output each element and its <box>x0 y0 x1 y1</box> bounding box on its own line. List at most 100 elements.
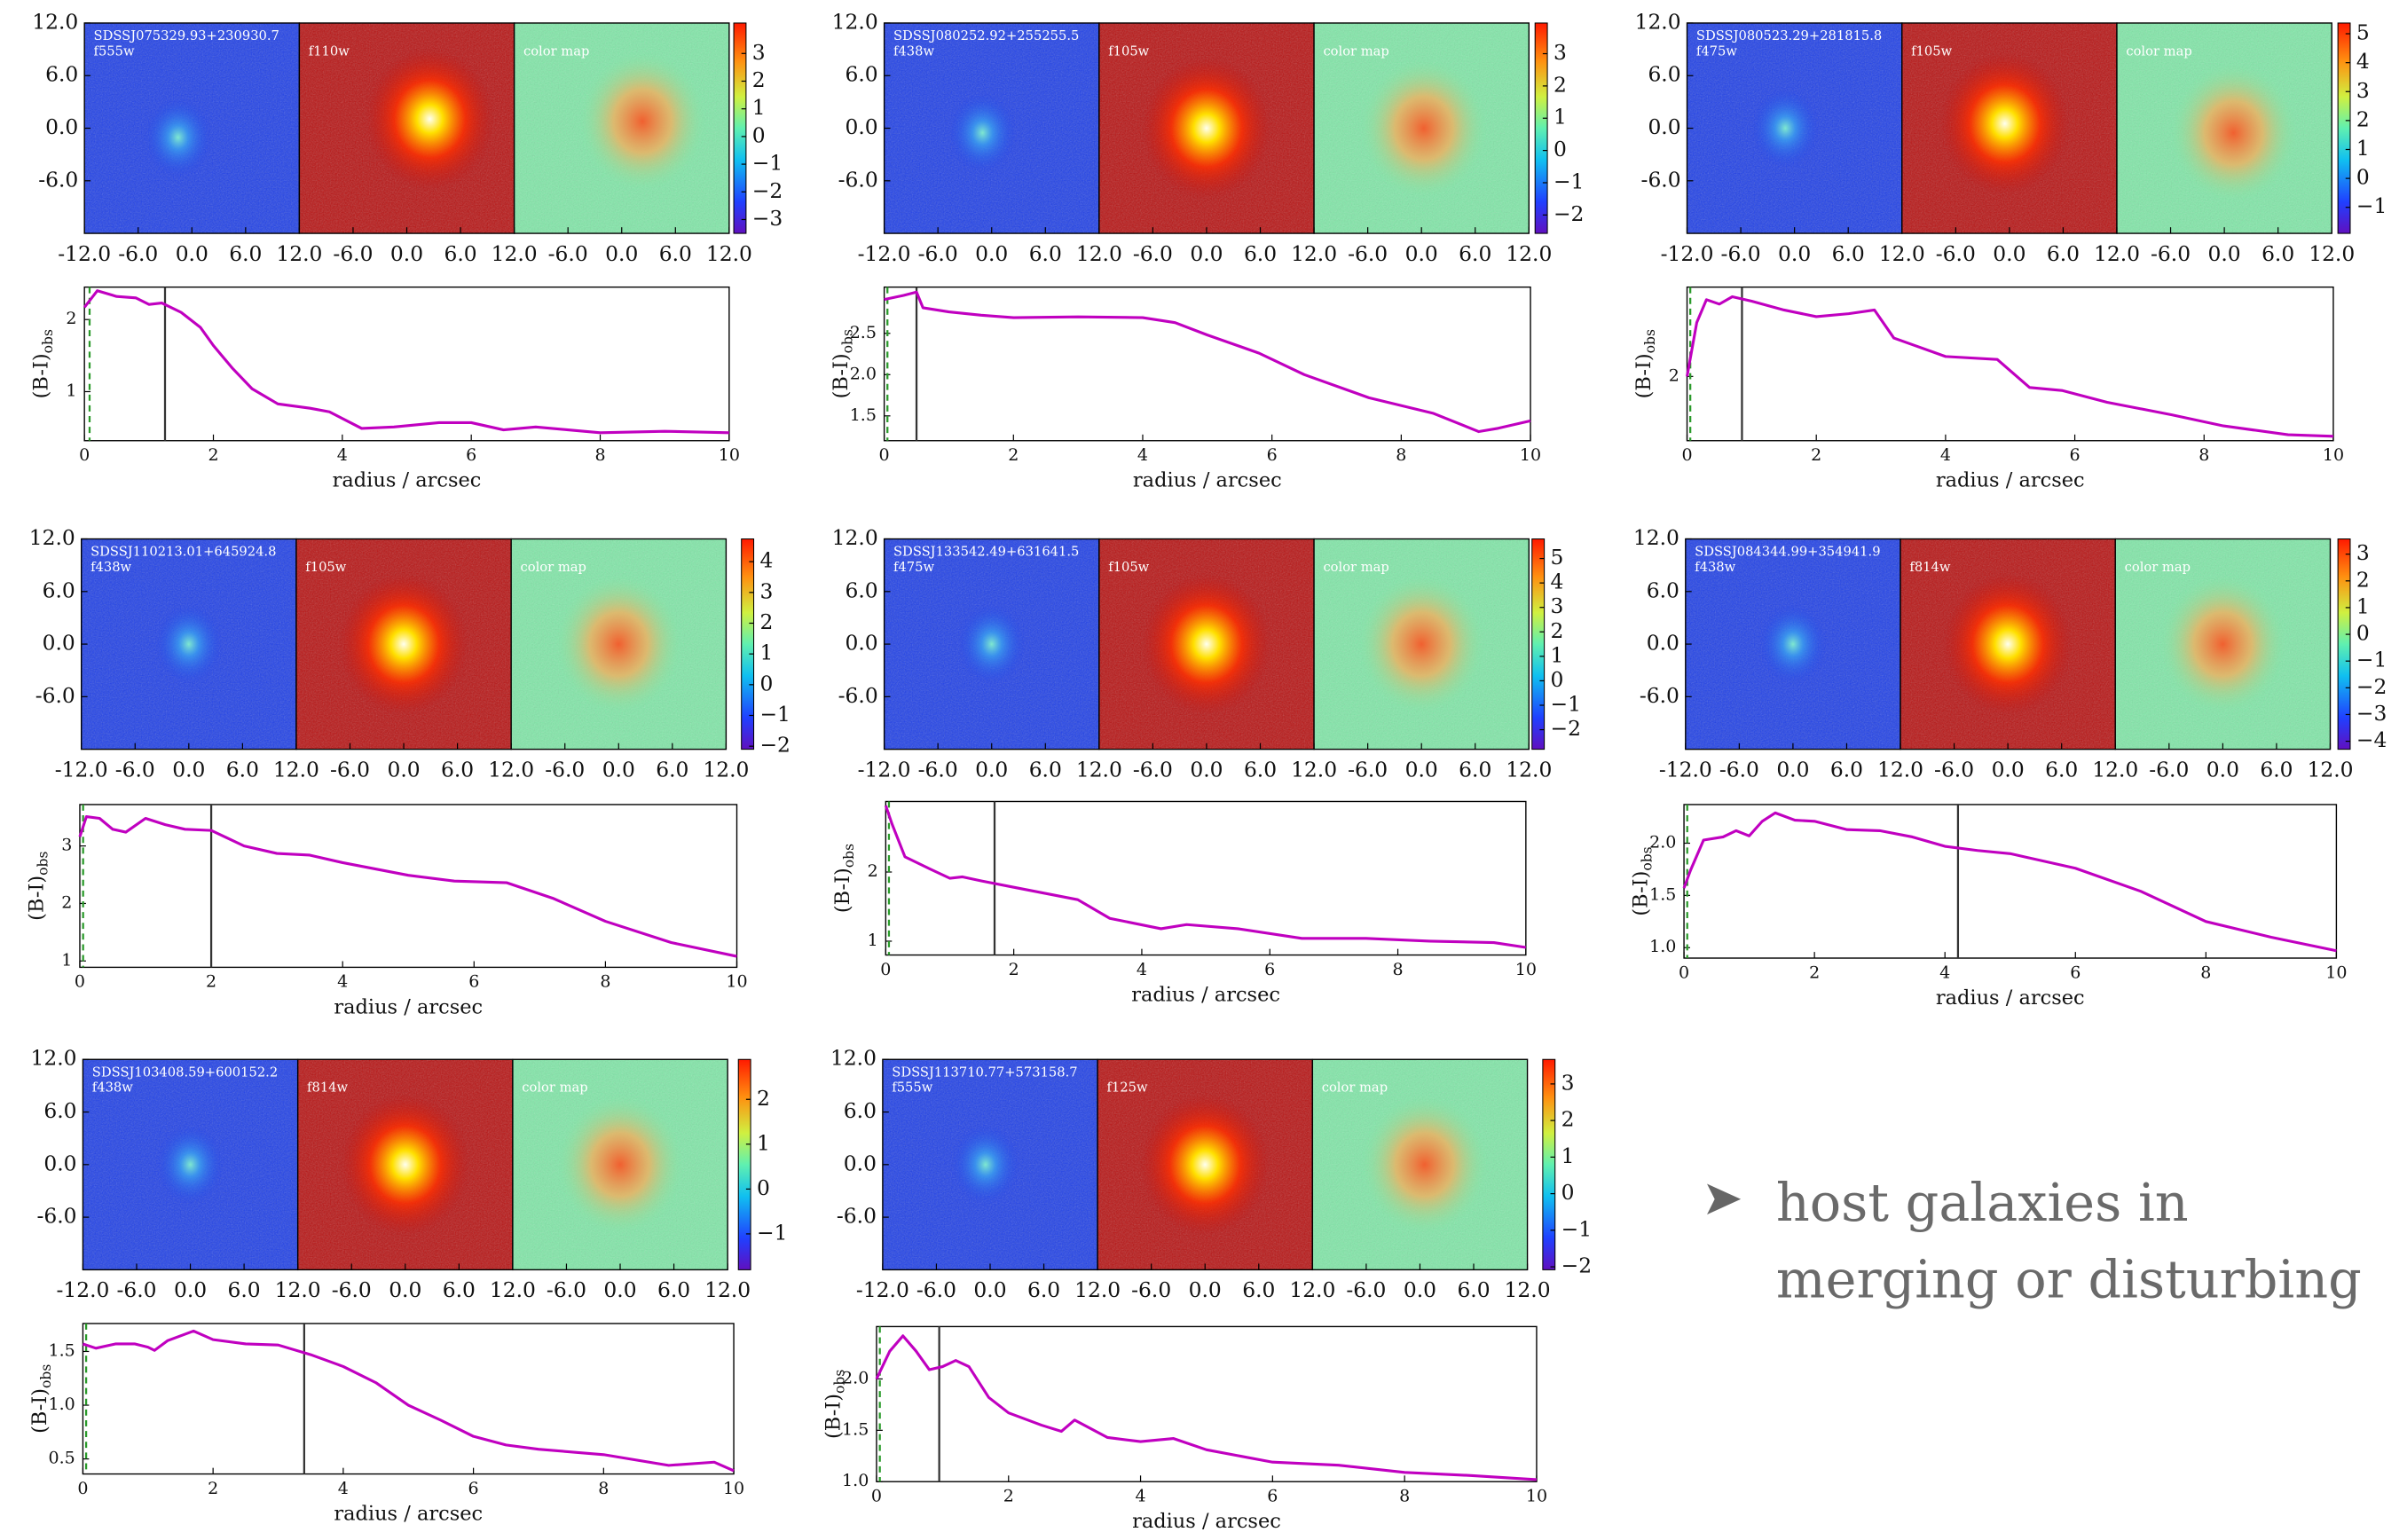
galaxy <box>957 604 1026 685</box>
image-x-tick-label: 0.0 <box>603 1277 636 1302</box>
image-y-tick-label: 6.0 <box>1647 578 1679 602</box>
galaxy <box>1142 573 1271 715</box>
image-x-tick-label: 0.0 <box>174 1277 207 1302</box>
x-tick-label: 2 <box>206 972 216 992</box>
colorbar-tick-label: 2 <box>1561 1107 1575 1132</box>
image-x-tick-label: -12.0 <box>58 241 111 266</box>
image-x-tick-label: 12.0 <box>276 241 322 266</box>
image-x-tick-label: 6.0 <box>1459 757 1491 782</box>
colorbar-tick-label: 0 <box>759 671 773 695</box>
image-x-tick-label: 0.0 <box>2208 241 2241 266</box>
x-axis-label: radius / arcsec <box>1133 469 1282 492</box>
image-x-tick-label: 12.0 <box>1291 241 1337 266</box>
color-map-label: color map <box>522 1080 587 1096</box>
image-x-tick-label: 0.0 <box>602 757 635 782</box>
image-x-tick-label: 12.0 <box>706 241 752 266</box>
panel: -12.0 -6.0 0.0 6.0 12.0 -6.0 0.0 6.0 12.0 -6.0 0.0… <box>30 9 783 491</box>
colorbar-tick-label: 0 <box>2356 621 2370 646</box>
image-x-tick-label: -12.0 <box>858 241 911 266</box>
galaxy <box>339 573 468 715</box>
image-x-tick-label: 0.0 <box>390 241 423 266</box>
colorbar-tick-label: 2 <box>2356 567 2370 592</box>
image-y-tick-label: 0.0 <box>1648 114 1680 139</box>
profile-line <box>78 815 737 958</box>
x-tick-label: 10 <box>2325 962 2347 982</box>
y-axis-label-main: (B-I) <box>822 1394 845 1439</box>
galaxy <box>1758 604 1827 685</box>
image-x-tick-label: -6.0 <box>115 757 155 782</box>
x-tick-label: 8 <box>598 1479 609 1498</box>
colorbar-tick-label: 1 <box>1561 1143 1575 1168</box>
image-x-tick-label: -6.0 <box>916 1277 956 1302</box>
y-tick-label: 3 <box>61 836 72 855</box>
y-tick-label: 0.5 <box>49 1449 75 1468</box>
object-name: SDSSJ080523.29+281815.8 <box>1696 28 1882 43</box>
image-y-tick-label: 6.0 <box>1648 62 1680 87</box>
colorbar-tick-label: 5 <box>1551 545 1564 570</box>
object-name: SDSSJ075329.93+230930.7 <box>94 28 279 43</box>
image-x-tick-label: -6.0 <box>1719 757 1759 782</box>
image-x-tick-label: 0.0 <box>975 241 1008 266</box>
image-x-tick-label: 6.0 <box>443 1277 476 1302</box>
colorbar-tick-label: −2 <box>1561 1253 1592 1278</box>
image-x-tick-label: 12.0 <box>704 1277 751 1302</box>
y-tick-label: 2 <box>1669 365 1679 385</box>
bullet-arrow <box>1707 1183 1742 1215</box>
image-x-tick-label: -6.0 <box>333 241 373 266</box>
image-x-tick-label: -6.0 <box>1133 757 1173 782</box>
x-axis-label: radius / arcsec <box>1131 983 1280 1006</box>
color-map-label: color map <box>1322 1080 1388 1096</box>
color-map-label: color map <box>521 560 586 575</box>
colorbar-tick-label: 0 <box>1554 137 1567 161</box>
x-tick-label: 10 <box>719 445 740 465</box>
filter-label: f475w <box>1696 43 1737 59</box>
image-x-tick-label: 6.0 <box>1244 241 1277 266</box>
y-axis-label-subscript: obs <box>839 329 855 353</box>
colorbar-tick-label: −2 <box>752 178 783 203</box>
colorbar-tick-label: 3 <box>1554 40 1567 65</box>
x-tick-label: 8 <box>2199 445 2209 465</box>
profile-line <box>83 289 729 435</box>
image-x-tick-label: 12.0 <box>1074 1277 1121 1302</box>
x-tick-label: 0 <box>879 445 890 465</box>
y-axis-label-main: (B-I) <box>830 353 853 398</box>
image-x-tick-label: 0.0 <box>1405 241 1438 266</box>
image-x-tick-label: 6.0 <box>1457 1277 1490 1302</box>
galaxy <box>156 1124 224 1205</box>
x-tick-label: 0 <box>871 1487 882 1506</box>
galaxy <box>365 48 495 190</box>
galaxy <box>1943 573 2073 715</box>
plot-frame <box>883 286 1531 442</box>
colorbar-tick-label: 0 <box>757 1175 770 1200</box>
colorbar-tick-label: −2 <box>759 733 790 758</box>
colorbar-tick-label: −3 <box>752 206 783 231</box>
y-tick-label: 1.5 <box>1649 884 1676 904</box>
y-tick-label: 2.0 <box>1649 833 1676 852</box>
galaxy <box>948 92 1017 173</box>
image-y-tick-label: 12.0 <box>31 1046 77 1071</box>
x-tick-label: 8 <box>1399 1487 1410 1506</box>
image-x-tick-label: -6.0 <box>1348 757 1388 782</box>
colorbar <box>741 538 755 750</box>
image-x-tick-label: 6.0 <box>657 1277 690 1302</box>
image-x-tick-label: 0.0 <box>1776 757 1809 782</box>
image-y-tick-label: 0.0 <box>846 631 878 656</box>
x-tick-label: 10 <box>726 972 747 992</box>
image-x-tick-label: 0.0 <box>387 757 420 782</box>
colorbar-tick-label: 1 <box>759 640 773 665</box>
image-x-tick-label: -6.0 <box>1934 757 1974 782</box>
image-y-tick-label: 12.0 <box>832 525 878 550</box>
object-name: SDSSJ110213.01+645924.8 <box>90 545 276 560</box>
image-x-tick-label: 0.0 <box>605 241 638 266</box>
x-tick-label: 0 <box>75 972 85 992</box>
image-x-tick-label: 6.0 <box>1832 241 1865 266</box>
image-y-tick-label: 0.0 <box>43 631 75 656</box>
image-x-tick-label: 12.0 <box>1506 757 1552 782</box>
colorbar-tick-label: −2 <box>1554 201 1584 226</box>
y-tick-label: 1.0 <box>1649 937 1676 956</box>
image-x-tick-label: 0.0 <box>1404 1277 1436 1302</box>
image-x-tick-label: -6.0 <box>918 757 958 782</box>
y-tick-label: 1 <box>868 931 878 950</box>
image-x-tick-label: 6.0 <box>1459 241 1491 266</box>
colorbar-tick-label: −1 <box>757 1220 787 1245</box>
